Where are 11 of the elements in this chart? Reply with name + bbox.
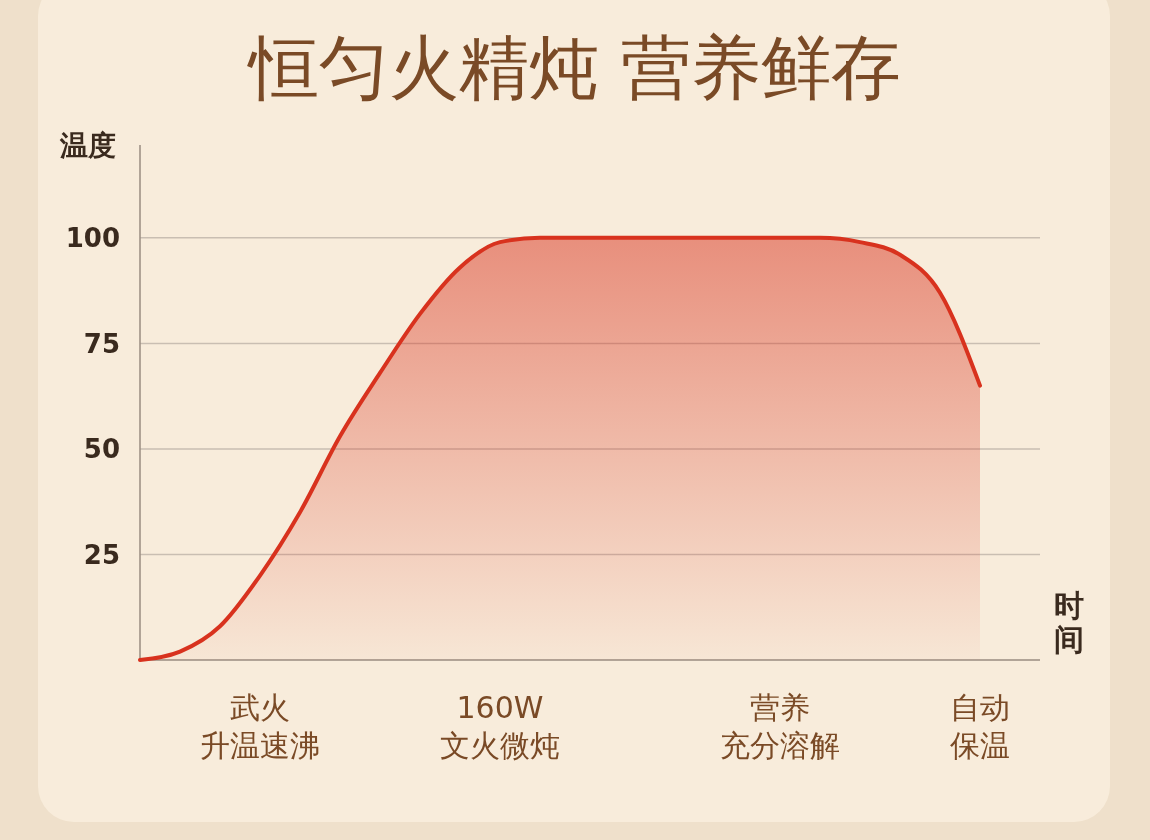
x-tick-label: 营养充分溶解 <box>720 690 840 763</box>
x-tick-label: 自动保温 <box>950 690 1010 763</box>
y-tick-label: 75 <box>83 328 120 359</box>
y-tick-label: 100 <box>65 222 120 253</box>
x-axis-title: 时间 <box>1054 588 1084 657</box>
y-tick-label: 25 <box>83 539 120 570</box>
y-axis-title: 温度 <box>59 129 116 162</box>
x-tick-label: 160W 文火微炖 <box>440 690 560 763</box>
x-tick-label: 武火升温速沸 <box>200 690 320 763</box>
y-tick-label: 50 <box>83 434 120 465</box>
chart-title: 恒匀火精炖 营养鲜存 <box>246 27 902 109</box>
